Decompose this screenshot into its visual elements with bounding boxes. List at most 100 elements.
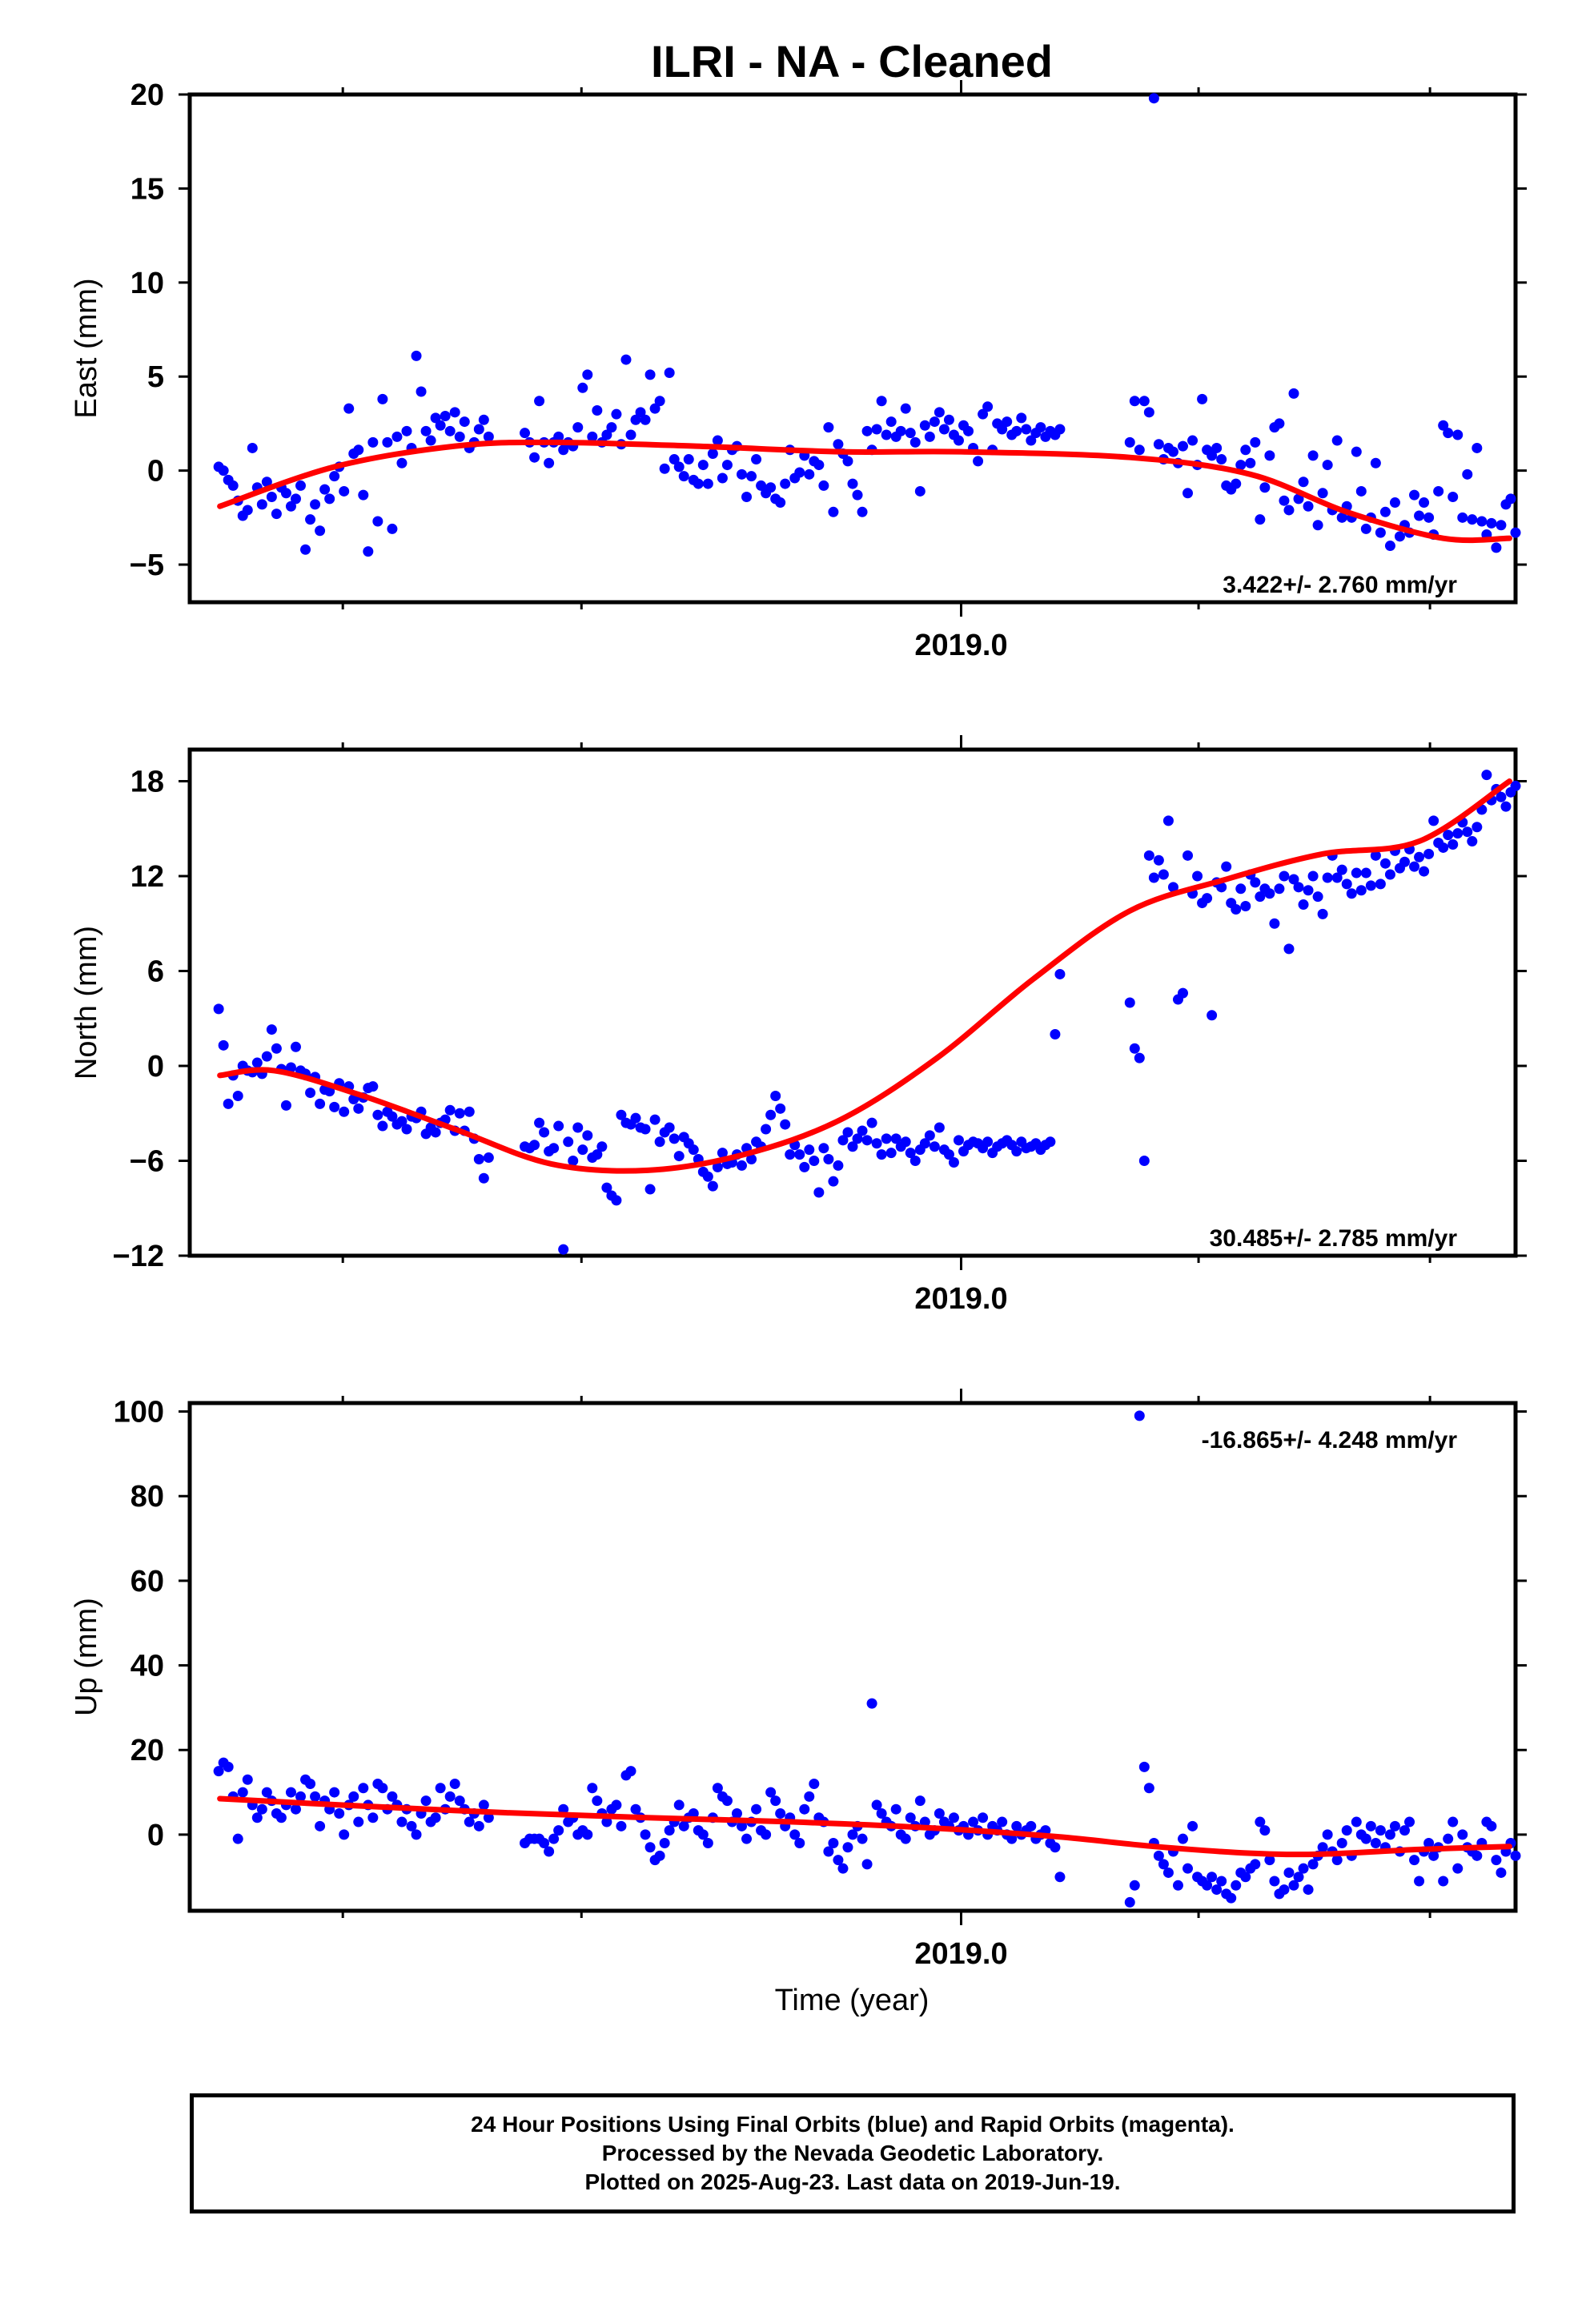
data-point (909, 436, 921, 448)
data-point (444, 1104, 456, 1116)
data-point (305, 1779, 316, 1789)
data-point (1298, 476, 1309, 488)
data-point (377, 393, 388, 404)
data-point (1423, 1837, 1435, 1848)
data-point (871, 424, 882, 435)
data-point (223, 1098, 234, 1109)
data-point (1269, 1876, 1280, 1887)
data-point (780, 478, 791, 489)
data-point (1153, 854, 1164, 866)
data-point (973, 456, 984, 467)
data-point (1250, 1859, 1261, 1870)
data-point (1467, 514, 1478, 525)
data-point (900, 1136, 911, 1148)
data-point (1221, 861, 1232, 872)
data-point (1045, 1136, 1056, 1148)
data-point (1250, 877, 1261, 888)
data-point (1307, 870, 1319, 882)
data-point (227, 480, 239, 491)
y-tick-label: 80 (130, 1480, 164, 1514)
data-point (280, 1100, 291, 1111)
data-point (534, 1117, 545, 1128)
x-axis-label: Time (year) (775, 1984, 930, 2017)
data-point (1283, 505, 1295, 516)
data-point (1394, 531, 1405, 542)
y-tick-label: 18 (130, 766, 164, 799)
data-point (1264, 450, 1275, 461)
data-point (213, 1003, 224, 1015)
y-axis-label: Up (mm) (70, 1598, 103, 1716)
y-tick-label: −6 (130, 1145, 164, 1179)
data-point (353, 444, 364, 456)
data-point (1138, 396, 1150, 407)
data-point (934, 1122, 945, 1133)
data-point (1148, 872, 1159, 883)
y-tick-label: 40 (130, 1650, 164, 1683)
data-point (702, 1837, 713, 1848)
data-point (223, 1761, 234, 1772)
data-point (1312, 891, 1323, 903)
data-point (1370, 850, 1381, 861)
data-point (1177, 440, 1188, 452)
data-point (625, 1766, 636, 1777)
data-point (1472, 442, 1483, 453)
data-point (558, 444, 569, 456)
data-point (1187, 435, 1199, 446)
data-point (1182, 850, 1194, 861)
data-point (300, 544, 311, 555)
data-point (1346, 888, 1357, 899)
data-point (256, 499, 267, 510)
data-point (1491, 542, 1502, 553)
data-point (857, 1125, 868, 1136)
data-point (1303, 885, 1314, 896)
data-point (454, 1795, 465, 1807)
data-point (712, 435, 723, 446)
y-axis-label: East (mm) (70, 278, 103, 418)
data-point (924, 431, 935, 442)
data-point (416, 386, 427, 397)
data-point (1486, 517, 1497, 529)
data-point (620, 354, 632, 365)
data-point (1211, 442, 1223, 453)
data-point (1365, 1820, 1376, 1831)
data-point (900, 1833, 911, 1844)
data-point (1307, 450, 1319, 461)
data-point (885, 416, 897, 428)
data-point (842, 456, 853, 467)
data-point (1293, 493, 1304, 505)
data-point (285, 1787, 296, 1798)
data-point (1312, 520, 1323, 531)
data-point (953, 1135, 964, 1146)
data-point (934, 407, 945, 418)
data-point (943, 1149, 954, 1160)
data-point (1288, 388, 1299, 399)
x-tick-label: 2019.0 (914, 629, 1007, 662)
data-point (702, 478, 713, 489)
x-tick-label: 2019.0 (914, 1937, 1007, 1971)
data-point (464, 1816, 475, 1827)
data-point (669, 1133, 680, 1144)
footer-legend-box: 24 Hour Positions Using Final Orbits (bl… (190, 2093, 1516, 2213)
data-point (649, 403, 661, 414)
data-point (1134, 1052, 1145, 1063)
data-point (919, 1816, 930, 1827)
data-point (1035, 422, 1046, 433)
y-tick-label: 10 (130, 267, 164, 300)
y-tick-label: 15 (130, 172, 164, 206)
data-point (1134, 1410, 1145, 1421)
data-point (746, 471, 757, 482)
data-point (483, 1812, 494, 1823)
fit-curve (217, 778, 1512, 1174)
data-point (1317, 1842, 1328, 1853)
data-point (435, 1783, 446, 1794)
data-point (1414, 510, 1425, 521)
data-point (401, 425, 412, 436)
data-point (544, 1846, 555, 1857)
data-point (1240, 901, 1251, 912)
data-point (794, 1149, 805, 1160)
data-point (1026, 1820, 1037, 1831)
data-point (261, 1787, 272, 1798)
data-point (406, 1820, 417, 1831)
data-point (900, 403, 911, 414)
data-point (377, 1783, 388, 1794)
